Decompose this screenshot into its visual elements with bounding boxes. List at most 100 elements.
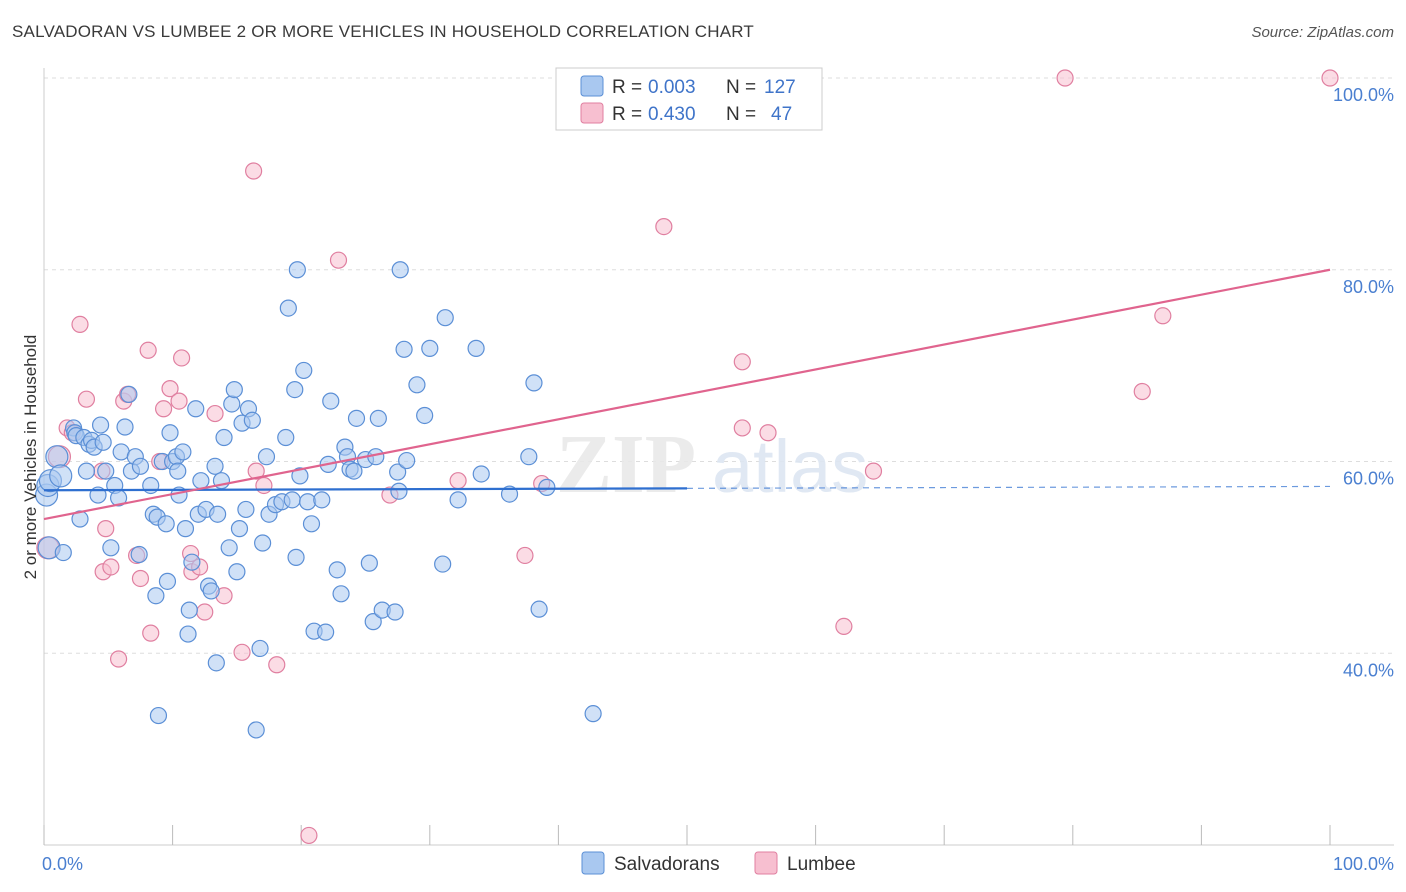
y-tick-label: 60.0% (1343, 469, 1394, 489)
legend-r-label: R = (612, 77, 642, 98)
salvadoran-point (299, 493, 317, 511)
salvadoran-point (538, 478, 556, 496)
salvadoran-point (174, 443, 192, 461)
lumbee-point (1154, 307, 1172, 325)
salvadoran-point (416, 406, 434, 425)
salvadoran-point (192, 472, 210, 490)
salvadoran-point (395, 340, 413, 358)
salvadoran-point (179, 625, 197, 643)
trend-lines (43, 268, 1331, 521)
chart-title: SALVADORAN VS LUMBEE 2 OR MORE VEHICLES … (12, 22, 755, 41)
lumbee-point (154, 400, 173, 418)
lumbee-point (268, 656, 286, 674)
axis-layer: 40.0% 60.0% 80.0% 100.0% 0.0% 100.0% (42, 68, 1394, 874)
lumbee-point (1321, 69, 1339, 87)
salvadoran-point (91, 416, 110, 434)
salvadoran-point (277, 428, 295, 447)
lumbee-point (300, 826, 318, 845)
lumbee-point (206, 404, 224, 423)
salvadoran-point (147, 587, 165, 605)
lumbee-point (245, 162, 263, 180)
salvadoran-point (202, 582, 220, 600)
legend-n-label: N = (726, 104, 756, 125)
salvadoran-point (408, 376, 426, 394)
legend-box: R = 0.003 N = 127 R = 0.430 N = 47 (555, 67, 823, 131)
salvadoran-point (313, 491, 331, 509)
bottom-legend-lumbee: Lumbee (787, 854, 856, 875)
salvadoran-point (317, 623, 335, 641)
salvadoran-point (386, 603, 404, 621)
salvadoran-point (436, 309, 454, 327)
salvadoran-point (230, 520, 249, 538)
salvadoran-point (322, 392, 340, 410)
salvadoran-point (398, 451, 416, 470)
legend-swatch-lumbee (580, 102, 604, 124)
salvadoran-point (584, 705, 602, 723)
lumbee-point (102, 558, 120, 576)
salvadoran-point (347, 409, 366, 427)
salvadoran-point (149, 706, 168, 725)
salvadoran-point (364, 613, 382, 631)
lumbee-point (255, 476, 273, 495)
salvadoran-point (247, 721, 265, 739)
salvadoran-point (345, 462, 363, 480)
salvadoran-point (206, 457, 224, 475)
lumbee-point (835, 617, 853, 636)
salvadoran-point (530, 600, 548, 618)
salvadoran-point (116, 418, 134, 436)
lumbee-point (733, 419, 751, 437)
lumbee-point (449, 472, 467, 490)
lumbee-point (109, 650, 128, 668)
lumbee-point (655, 218, 673, 236)
legend-r-label: R = (612, 104, 642, 125)
salvadoran-point (161, 424, 179, 442)
bottom-legend-swatch-salvadorans (581, 851, 605, 875)
salvadoran-point (207, 654, 225, 672)
salvadoran-point (295, 361, 313, 380)
salvadoran-point (525, 374, 543, 392)
salvadoran-point (223, 395, 241, 413)
salvadoran-point (472, 465, 490, 483)
lumbee-point (77, 390, 96, 408)
lumbee-point (170, 392, 188, 410)
salvadoran-point (45, 445, 69, 469)
salvadoran-trend-line (43, 487, 688, 492)
chart-source: Source: ZipAtlas.com (1251, 24, 1394, 41)
salvadoran-point (130, 545, 148, 564)
x-tick-label: 0.0% (42, 854, 83, 874)
salvadoran-point (158, 572, 177, 590)
lumbee-point (1056, 69, 1074, 87)
watermark-atlas: atlas (712, 425, 868, 508)
watermark-zip: ZIP (556, 418, 696, 511)
legend-n-value-lumbee: 47 (771, 104, 792, 125)
salvadoran-point (360, 554, 378, 572)
salvadoran-point (77, 462, 96, 480)
lumbee-point (247, 462, 265, 480)
salvadoran-point (390, 482, 408, 500)
lumbee-point (131, 569, 150, 588)
salvadoran-point (169, 462, 187, 480)
lumbee-point (142, 624, 160, 642)
bottom-legend-swatch-lumbee (754, 851, 778, 875)
grid-layer (44, 77, 1394, 654)
salvadoran-point (257, 448, 276, 466)
salvadoran-point (251, 639, 269, 658)
salvadoran-point (283, 491, 301, 509)
legend-n-label: N = (726, 77, 756, 98)
salvadoran-point (302, 515, 321, 533)
salvadoran-point (254, 534, 272, 552)
y-tick-label: 80.0% (1343, 277, 1394, 297)
salvadoran-point (120, 385, 138, 403)
y-axis-label: 2 or more Vehicles in Household (21, 335, 40, 580)
lumbee-point (196, 603, 214, 621)
salvadoran-point (288, 261, 306, 279)
lumbee-point (864, 462, 883, 480)
salvadoran-point (215, 428, 233, 447)
salvadoran-point (434, 555, 452, 573)
y-tick-label: 100.0% (1333, 85, 1394, 105)
salvadoran-point (286, 380, 304, 399)
x-tick-label: 100.0% (1333, 854, 1394, 874)
lumbee-point (1133, 382, 1151, 401)
lumbee-point (233, 643, 251, 661)
